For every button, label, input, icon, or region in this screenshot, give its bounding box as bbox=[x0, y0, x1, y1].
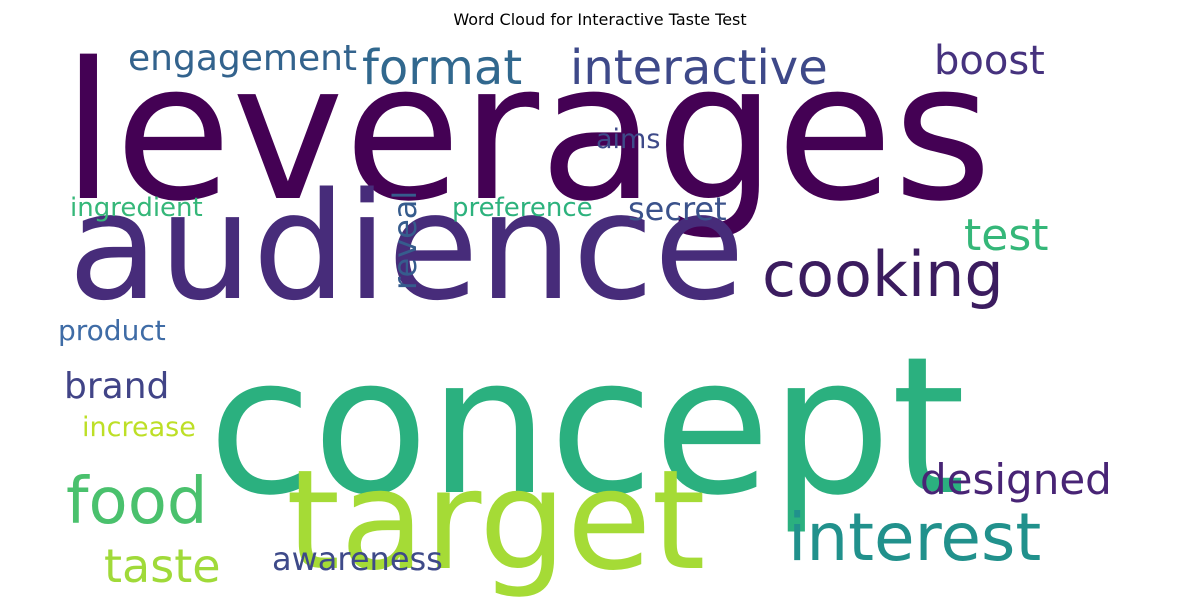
word-interactive: interactive bbox=[570, 40, 828, 96]
word-brand: brand bbox=[64, 366, 169, 407]
word-ingredient: ingredient bbox=[70, 193, 203, 223]
word-concept: concept bbox=[208, 316, 966, 537]
word-secret: secret bbox=[628, 190, 727, 228]
word-cooking: cooking bbox=[762, 238, 1004, 311]
word-test: test bbox=[964, 210, 1049, 261]
word-boost: boost bbox=[934, 38, 1045, 84]
word-taste: taste bbox=[104, 539, 221, 593]
word-target: target bbox=[286, 440, 706, 600]
word-increase: increase bbox=[82, 412, 196, 443]
chart-title: Word Cloud for Interactive Taste Test bbox=[453, 10, 747, 29]
word-format: format bbox=[362, 40, 522, 96]
word-designed: designed bbox=[920, 455, 1112, 504]
word-product: product bbox=[58, 314, 166, 347]
word-aims: aims bbox=[596, 124, 660, 155]
word-food: food bbox=[66, 465, 207, 539]
word-interest: interest bbox=[788, 499, 1041, 576]
word-audience: audience bbox=[68, 161, 745, 333]
word-leverages: leverages bbox=[62, 22, 992, 243]
word-engagement: engagement bbox=[128, 38, 357, 79]
word-preference: preference bbox=[452, 193, 593, 223]
word-awareness: awareness bbox=[272, 540, 443, 578]
word-reveal: reveal bbox=[386, 191, 424, 290]
